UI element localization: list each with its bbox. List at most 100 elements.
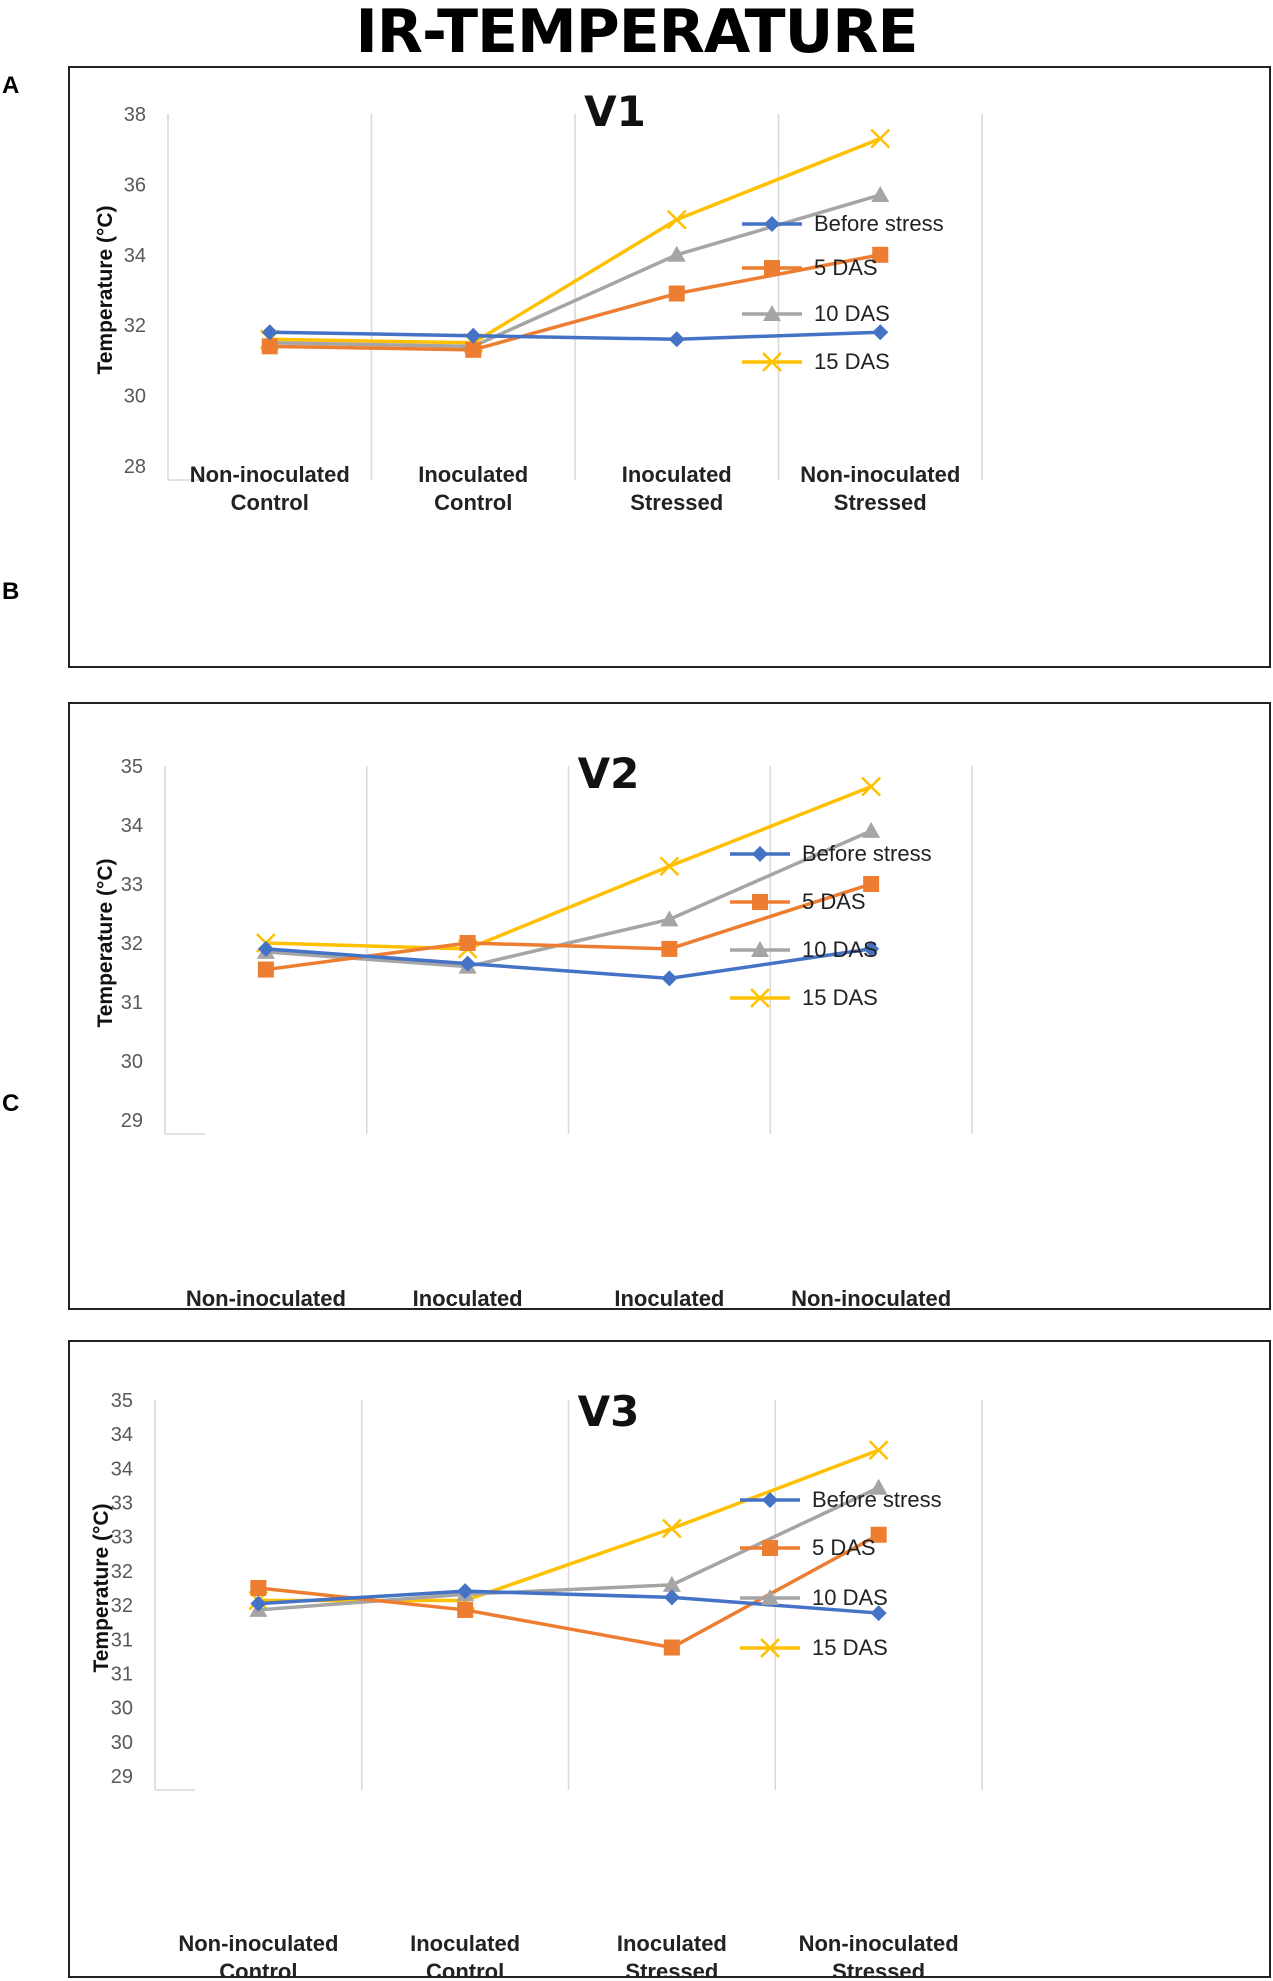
legend-label: 15 DAS (812, 1635, 888, 1660)
data-point-before-stress (872, 324, 889, 341)
series-line-15-das (265, 785, 872, 951)
legend-label: 10 DAS (812, 1585, 888, 1610)
data-point-before-stress (465, 327, 482, 344)
chart-panel-v3: V3 29 30 30 31 31 32 32 33 33 34 34 35 Temperature (°… (68, 1340, 1271, 1981)
legend-marker (760, 1638, 780, 1658)
data-point-before-stress (668, 331, 685, 348)
y-tick-label: 32 (121, 933, 143, 955)
y-tick-label: 34 (111, 1424, 133, 1446)
y-axis-label: Temperature (°C) (90, 1503, 113, 1672)
legend-item-15-das: 15 DAS (742, 349, 890, 374)
y-tick-label: 32 (124, 315, 146, 337)
y-axis-label: Temperature (°C) (94, 858, 117, 1027)
data-point-10-das (660, 910, 679, 927)
chart-panel-v2: V2 29 30 31 32 33 34 35 Temperature (°C) Non-inoc… (68, 702, 1271, 1339)
legend-marker (761, 1589, 779, 1605)
legend-marker (750, 988, 770, 1008)
legend-label: 15 DAS (814, 349, 890, 374)
y-tick-label: 33 (111, 1527, 133, 1549)
legend-item-before-stress: Before stress (730, 841, 932, 866)
y-tick-label: 35 (111, 1390, 133, 1412)
data-point-before-stress (257, 940, 274, 957)
legend-label: 10 DAS (802, 937, 878, 962)
series-before-stress (261, 324, 889, 348)
series-line-10-das (258, 1486, 880, 1612)
chart-panel-v1: V1 28 30 32 34 36 38 Temperature (°C) Non-inocul… (68, 66, 1271, 668)
y-tick-label: 31 (111, 1629, 133, 1651)
legend-marker (762, 352, 782, 372)
legend-label: Before stress (802, 841, 932, 866)
legend-item-10-das: 10 DAS (740, 1585, 888, 1610)
y-tick-label: 31 (111, 1663, 133, 1685)
y-tick-label: 30 (111, 1732, 133, 1754)
y-tick-label: 28 (124, 456, 146, 478)
chart-title: V2 (578, 749, 640, 798)
panel-label-a: A (2, 72, 20, 99)
legend-item-before-stress: Before stress (740, 1487, 942, 1512)
legend-marker (752, 894, 768, 910)
data-point-5-das (257, 961, 274, 978)
legend-label: 5 DAS (802, 889, 866, 914)
y-tick-label: 31 (121, 992, 143, 1014)
series-line-before-stress (269, 330, 881, 342)
series-line-before-stress (258, 1589, 879, 1615)
legend-item-15-das: 15 DAS (730, 985, 878, 1010)
figure-title: IR-TEMPERATURE (355, 0, 918, 67)
data-point-15-das (659, 856, 680, 877)
chart-v1-svg: V1 28 30 32 34 36 38 Temperature (°C) Non-inocul… (94, 87, 983, 515)
legend-label: 5 DAS (814, 255, 878, 280)
legend-marker (751, 941, 769, 957)
data-point-15-das (666, 209, 687, 230)
data-point-before-stress (870, 1605, 887, 1622)
y-tick-label: 30 (111, 1698, 133, 1720)
data-point-15-das (868, 1440, 889, 1461)
data-point-5-das (872, 246, 889, 263)
data-point-5-das (465, 341, 482, 358)
chart-v2-svg: V2 29 30 31 32 33 34 35 Temperature (°C) Non-inoc… (94, 749, 973, 1339)
chart-v3-svg: V3 29 30 30 31 31 32 32 33 33 34 34 35 Temperature (°… (90, 1387, 983, 1981)
legend-item-5-das: 5 DAS (740, 1535, 876, 1560)
legend-item-15-das: 15 DAS (740, 1635, 888, 1660)
chart-title: V1 (584, 87, 646, 136)
legend-label: 5 DAS (812, 1535, 876, 1560)
series-before-stress (250, 1583, 887, 1622)
data-point-5-das (870, 1526, 887, 1543)
y-tick-label: 33 (111, 1493, 133, 1515)
data-point-10-das (862, 821, 881, 838)
series-line-before-stress (265, 947, 872, 981)
y-tick-label: 38 (124, 104, 146, 126)
data-point-before-stress (457, 1583, 474, 1600)
y-tick-label: 29 (111, 1766, 133, 1788)
legend-item-10-das: 10 DAS (742, 301, 890, 326)
y-tick-label: 32 (111, 1595, 133, 1617)
legend-label: Before stress (814, 211, 944, 236)
legend-label: 15 DAS (802, 985, 878, 1010)
y-tick-label: 34 (121, 815, 143, 837)
legend-marker (762, 1492, 778, 1508)
data-point-15-das (861, 776, 882, 797)
chart-title: V3 (578, 1387, 640, 1436)
y-tick-label: 29 (121, 1110, 143, 1132)
legend-label: Before stress (812, 1487, 942, 1512)
panel-label-b: B (2, 578, 20, 605)
series-before-stress (257, 940, 880, 987)
data-point-before-stress (663, 1589, 680, 1606)
data-point-before-stress (863, 940, 880, 957)
data-point-5-das (250, 1580, 267, 1596)
data-point-before-stress (459, 955, 476, 972)
data-point-15-das (870, 128, 891, 149)
data-point-5-das (668, 285, 685, 302)
legend-item-5-das: 5 DAS (742, 255, 878, 280)
series-line-10-das (265, 829, 872, 969)
data-point-10-das (869, 1478, 888, 1495)
legend-marker (764, 260, 780, 276)
data-point-10-das (662, 1575, 681, 1592)
